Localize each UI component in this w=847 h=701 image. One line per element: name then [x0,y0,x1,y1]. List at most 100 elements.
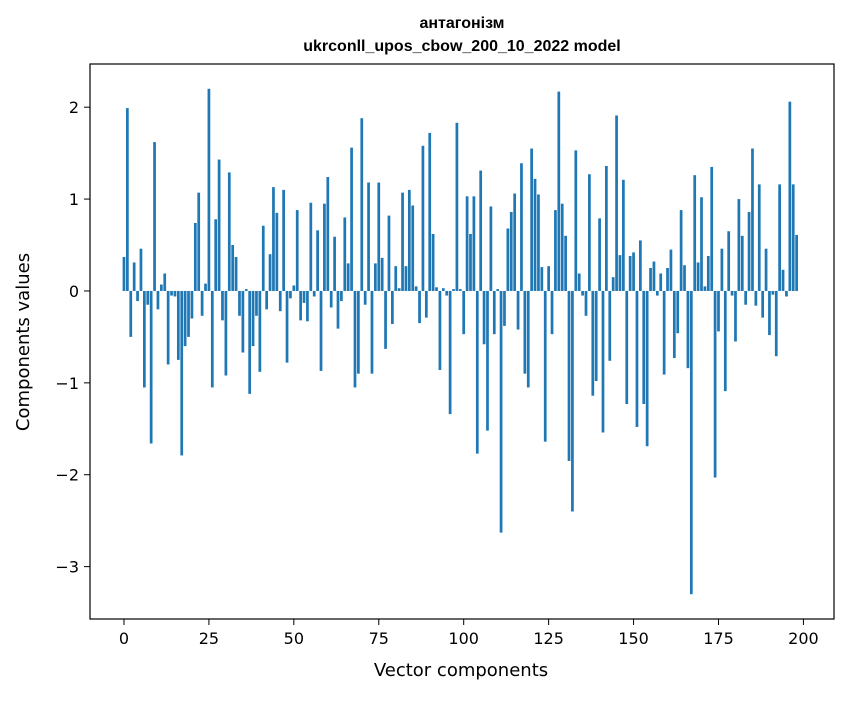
bar [391,290,394,325]
bar [472,196,476,291]
bar [717,290,720,332]
x-tick-label: 50 [284,629,304,648]
bar [197,192,201,291]
bar [166,290,170,365]
bar [367,182,370,291]
bar [791,184,795,291]
bar [156,290,160,310]
bar [346,263,350,291]
bar [187,290,190,337]
ticks-layer: 0 25 50 75 100 125 150 175 200 2 1 0 −1 −2 −3 [55,98,818,648]
bar [343,217,347,291]
bar [696,262,700,291]
bar [289,290,292,299]
bar [771,290,775,295]
bar [479,170,483,291]
bar [248,290,252,394]
bar [241,290,245,353]
bar [333,236,336,291]
bar [768,290,771,336]
bar [669,249,673,291]
x-tick-label: 25 [199,629,219,648]
bar [234,256,238,291]
bar [122,256,126,291]
bar [700,197,703,291]
bar [533,178,537,291]
bar [200,290,204,316]
bar [462,290,466,335]
bar [458,289,462,291]
bar [506,228,510,291]
bar [594,290,598,382]
bar [306,290,309,322]
y-axis-label: Components values [13,253,34,431]
bar [418,290,421,324]
bar [571,290,574,512]
bar [268,254,272,291]
bar [689,290,693,595]
bar [340,290,343,302]
chart-title-line-1: антагонізм [419,15,504,32]
bar [628,256,632,291]
bar [652,261,656,291]
bar [455,122,459,291]
bar [496,289,500,291]
bar [703,286,707,291]
bar [299,290,302,321]
bar [727,231,731,291]
bar [329,290,333,308]
bar [489,206,493,291]
bar [577,273,581,291]
bar [540,267,544,291]
bar [183,290,187,347]
bar [550,290,554,335]
bar [401,192,404,291]
bar [649,267,652,291]
bar [591,290,595,396]
bar [190,290,194,319]
bar [530,148,533,291]
bar [360,118,364,291]
bar [238,290,241,316]
bar [526,290,530,388]
bar [217,159,221,291]
bar [754,290,758,306]
bar [448,290,452,415]
bar [693,175,697,291]
bar [734,290,737,342]
bar [567,290,571,461]
bar [747,211,751,291]
bar [645,290,649,447]
x-tick-label: 100 [448,629,479,648]
bar [251,290,255,347]
bar [672,290,676,359]
bar [282,189,285,291]
bar [751,148,754,291]
bar [785,290,788,297]
bar [224,290,228,376]
bar [380,257,384,291]
bar [363,290,367,305]
bar [428,132,432,291]
bar [176,290,180,360]
bar [774,290,778,357]
bar [475,290,479,454]
bar [414,286,418,291]
bar [384,290,387,349]
bar [312,290,316,297]
bar [265,290,269,310]
bar [639,240,642,291]
bar [642,290,646,404]
bar [357,290,360,374]
bar [659,273,663,291]
bar [482,290,486,345]
bar [520,163,523,291]
bar [204,283,207,291]
bar [662,290,666,375]
bar [404,266,408,291]
bar [686,290,690,369]
bar [173,290,177,297]
x-tick-label: 150 [618,629,649,648]
bar [509,211,513,291]
